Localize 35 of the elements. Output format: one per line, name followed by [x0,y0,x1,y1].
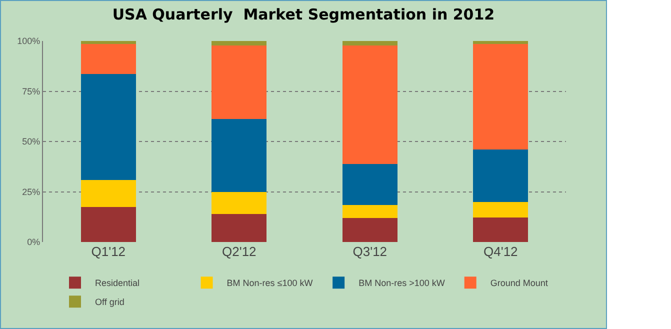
bar [80,41,136,44]
bar [212,46,267,119]
legend-label: BM Non-res ≤100 kW [226,278,314,288]
x-tick-label: Q1'12 [91,244,126,259]
bar [473,44,528,150]
x-tick-label: Q3'12 [352,244,388,259]
bar [342,164,398,206]
x-tick-label: Q4'12 [483,244,518,259]
legend-label: BM Non-res >100 kW [358,278,446,288]
y-tick-label: 0% [27,237,40,248]
y-tick-label: 50% [22,136,40,147]
bar [212,41,267,46]
bar [212,192,267,214]
bar [473,217,528,242]
y-tick-label: 25% [22,186,40,197]
chart-title: USA Quarterly Market Segmentation in 2012 [112,6,495,24]
x-tick-label: Q2'12 [222,244,256,259]
legend-label: Ground Mount [490,278,548,288]
bar [80,206,136,242]
bar [473,202,528,218]
bar [80,74,136,180]
bar [342,41,398,46]
bar [212,214,267,242]
legend-label: Off grid [95,297,124,308]
y-tick-label: 100% [17,36,40,46]
bar [473,150,528,202]
y-tick-label: 75% [22,86,40,96]
bar [212,118,267,192]
legend-label: Residential [95,278,140,288]
bar [473,41,528,44]
bar [80,44,136,74]
bar [80,180,136,207]
bar [342,218,398,242]
bar [342,46,398,164]
bar [342,205,398,218]
